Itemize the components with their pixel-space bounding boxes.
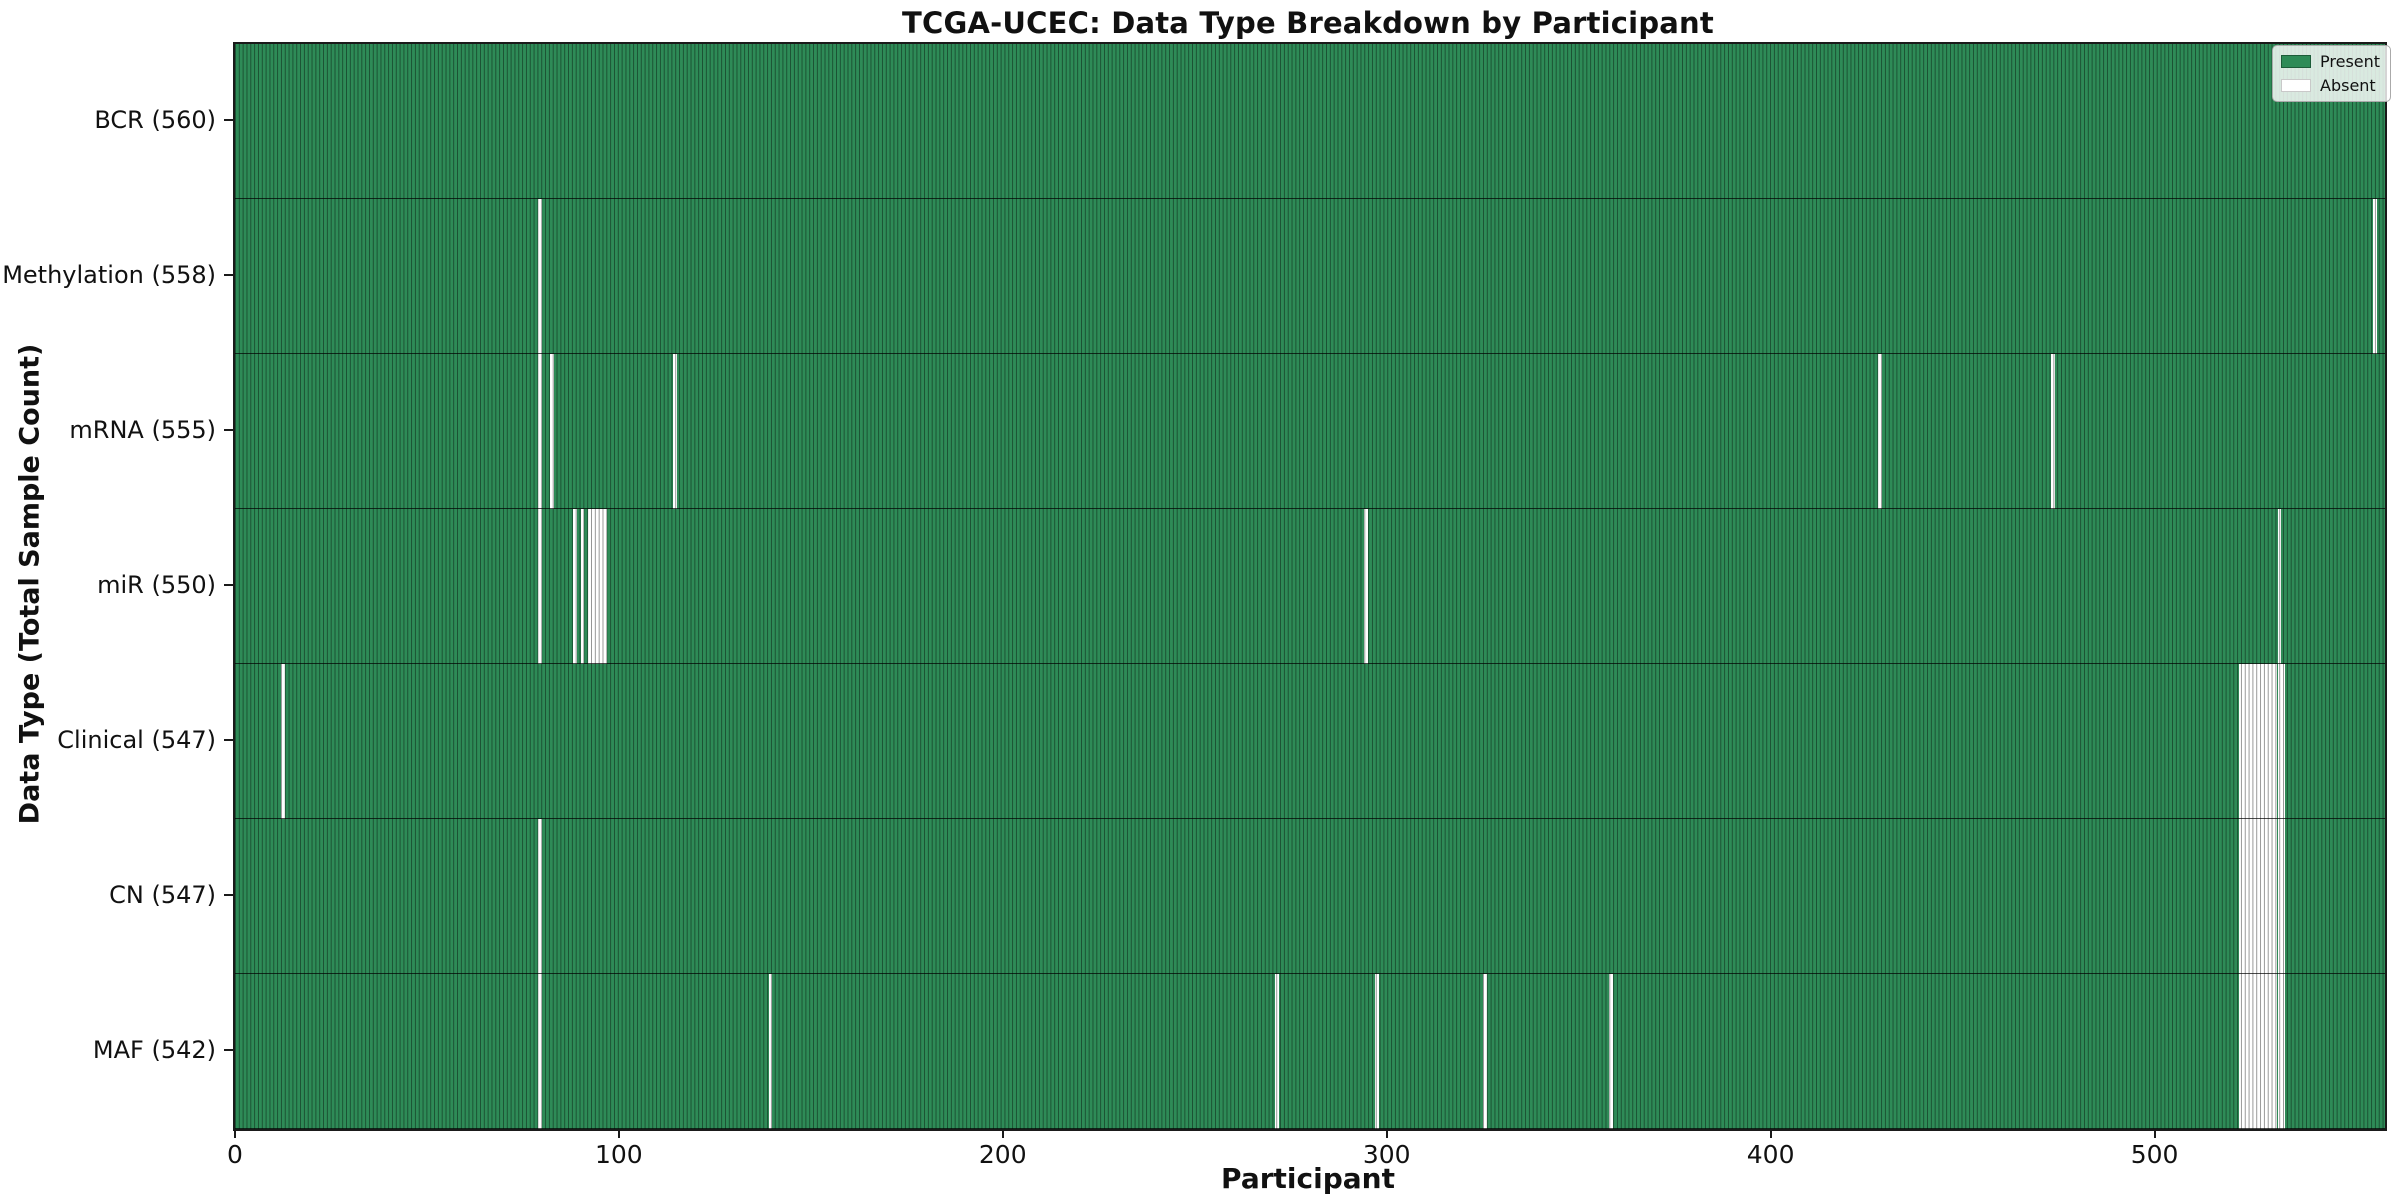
absent-gap [538, 974, 543, 1129]
y-tick-label: miR (550) [97, 570, 216, 599]
absent-gap [672, 354, 677, 509]
presence-matrix [235, 44, 2385, 1129]
absent-gap [768, 974, 773, 1129]
row-miR [235, 509, 2385, 664]
row-CN [235, 819, 2385, 974]
absent-gap [2281, 974, 2286, 1129]
absent-gap [281, 664, 285, 819]
legend-swatch-present [2281, 55, 2311, 68]
x-tick-label: 200 [978, 1140, 1027, 1169]
x-tick-mark [617, 1129, 620, 1138]
legend-item-absent: Absent [2281, 76, 2380, 95]
y-tick-label: mRNA (555) [69, 415, 216, 444]
y-tick-mark [224, 273, 233, 276]
plot-area [233, 42, 2387, 1131]
row-MAF [235, 974, 2385, 1129]
row-Clinical [235, 664, 2385, 819]
legend: Present Absent [2272, 45, 2392, 102]
row-BCR [235, 44, 2385, 199]
legend-swatch-absent [2281, 79, 2311, 92]
y-tick-label: Clinical (547) [57, 725, 216, 754]
absent-gap [572, 509, 577, 664]
row-mRNA [235, 354, 2385, 509]
x-tick-label: 100 [594, 1140, 643, 1169]
y-tick-label: BCR (560) [94, 105, 216, 134]
y-tick-mark [224, 428, 233, 431]
absent-gap [2281, 664, 2286, 819]
y-tick-mark [224, 738, 233, 741]
row-Methylation [235, 199, 2385, 354]
absent-gap [1275, 974, 1280, 1129]
x-axis-title: Participant [1221, 1162, 1395, 1195]
y-tick-mark [224, 583, 233, 586]
legend-item-present: Present [2281, 52, 2380, 71]
absent-gap [1363, 509, 1368, 664]
legend-label-present: Present [2320, 52, 2381, 71]
absent-gap [2281, 819, 2286, 974]
absent-gap [538, 354, 543, 509]
y-tick-label: CN (547) [109, 880, 216, 909]
x-tick-mark [1769, 1129, 1772, 1138]
y-tick-label: Methylation (558) [2, 260, 216, 289]
x-tick-mark [1385, 1129, 1388, 1138]
x-tick-label: 500 [2130, 1140, 2179, 1169]
x-tick-label: 400 [1746, 1140, 1795, 1169]
absent-gap [1878, 354, 1883, 509]
absent-gap [538, 509, 543, 664]
y-tick-mark [224, 893, 233, 896]
absent-gap [2373, 199, 2378, 354]
absent-gap [580, 509, 585, 664]
x-tick-label: 0 [226, 1140, 243, 1169]
x-tick-mark [1001, 1129, 1004, 1138]
absent-gap [2050, 354, 2055, 509]
absent-gap [1375, 974, 1380, 1129]
absent-gap [538, 199, 543, 354]
absent-gap [2277, 509, 2282, 664]
absent-gap [549, 354, 554, 509]
y-tick-mark [224, 1048, 233, 1051]
absent-gap [1609, 974, 1614, 1129]
legend-label-absent: Absent [2320, 76, 2376, 95]
y-tick-label: MAF (542) [92, 1035, 216, 1064]
y-tick-mark [224, 118, 233, 121]
x-tick-mark [233, 1129, 236, 1138]
absent-gap [538, 819, 543, 974]
chart-title: TCGA-UCEC: Data Type Breakdown by Partic… [902, 6, 1714, 40]
x-tick-mark [2153, 1129, 2156, 1138]
absent-gap [603, 509, 608, 664]
x-tick-label: 300 [1362, 1140, 1411, 1169]
absent-gap [1482, 974, 1487, 1129]
